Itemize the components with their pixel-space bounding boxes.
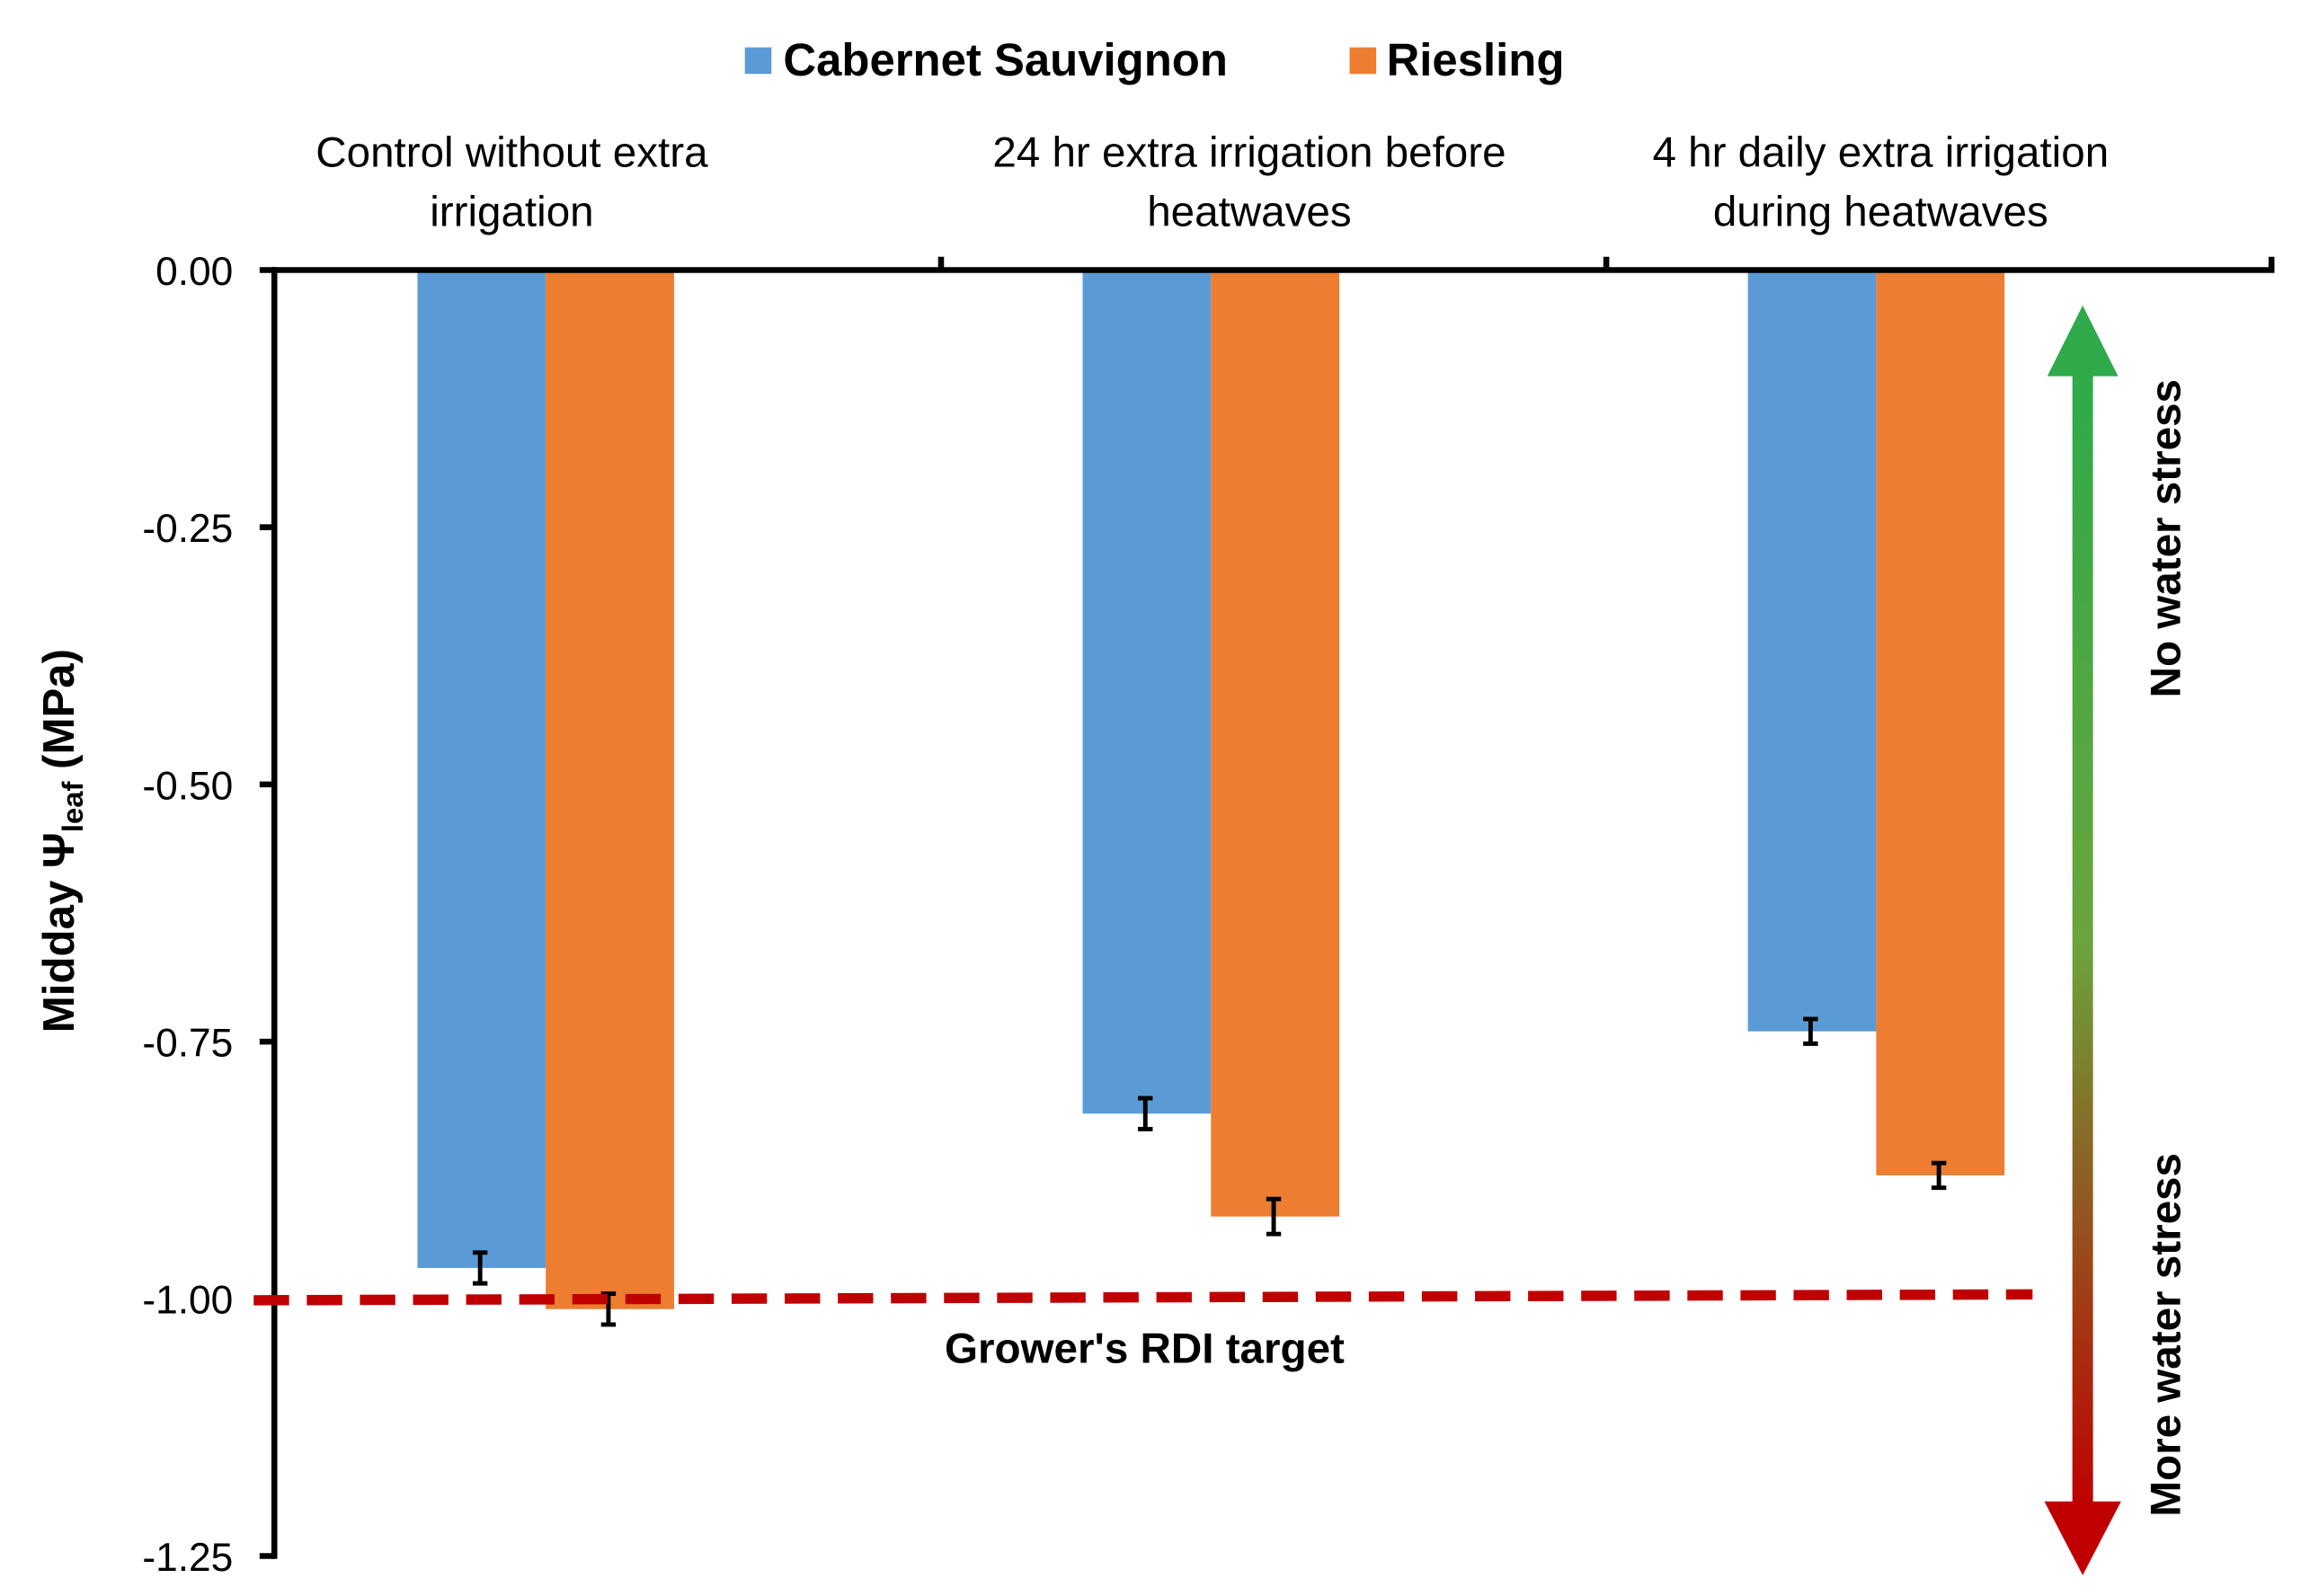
y-axis-ticks: 0.00 -0.25 -0.50 -0.75 -1.00 -1.25: [142, 250, 275, 1580]
bars: [417, 270, 2005, 1327]
y-tick-label: -1.00: [142, 1279, 233, 1323]
category-label: irrigation: [430, 188, 593, 235]
y-tick-label: -0.25: [142, 507, 233, 551]
legend-swatch-riesling: [1349, 47, 1377, 75]
category-label: during heatwaves: [1713, 188, 2048, 235]
category-label: 24 hr extra irrigation before: [992, 129, 1506, 177]
y-tick-label: -0.75: [142, 1022, 233, 1066]
error-bar: [1931, 1160, 1947, 1191]
y-tick-label: -1.25: [142, 1536, 233, 1580]
no-water-stress-label: No water stress: [2142, 379, 2190, 697]
legend-label-cabernet: Cabernet Sauvignon: [783, 34, 1228, 85]
error-bar: [1803, 1016, 1818, 1046]
y-tick-label: -0.50: [142, 764, 233, 808]
category-label: Control without extra: [315, 129, 708, 177]
bar-riesling: [1876, 270, 2005, 1175]
more-water-stress-label: More water stress: [2142, 1153, 2190, 1517]
rdi-target-label: Grower's RDI target: [945, 1326, 1345, 1373]
x-axis-ticks: [937, 256, 2275, 270]
error-bar: [600, 1291, 617, 1327]
error-bar: [1138, 1095, 1153, 1131]
arrow-up-head: [2047, 305, 2119, 377]
bar-riesling: [1211, 270, 1340, 1217]
bar-cabernet: [417, 270, 546, 1268]
bar-riesling: [546, 270, 674, 1309]
bar-cabernet: [1747, 270, 1877, 1032]
bar-cabernet: [1082, 270, 1212, 1114]
legend-swatch-cabernet: [744, 47, 772, 75]
category-label: 4 hr daily extra irrigation: [1652, 129, 2109, 177]
water-stress-arrow: [2044, 305, 2121, 1575]
legend: Cabernet Sauvignon Riesling: [744, 34, 1565, 85]
error-bar: [472, 1250, 488, 1286]
rdi-target-line: [253, 1289, 2033, 1306]
legend-label-riesling: Riesling: [1387, 34, 1565, 85]
y-axis-label: Midday Ψleaf (MPa): [34, 649, 89, 1033]
category-label: heatwaves: [1147, 188, 1351, 235]
category-labels: Control without extra irrigation 24 hr e…: [315, 129, 2109, 236]
error-bar: [1266, 1196, 1282, 1237]
y-tick-label: 0.00: [155, 250, 233, 294]
arrow-down-head: [2044, 1501, 2121, 1575]
